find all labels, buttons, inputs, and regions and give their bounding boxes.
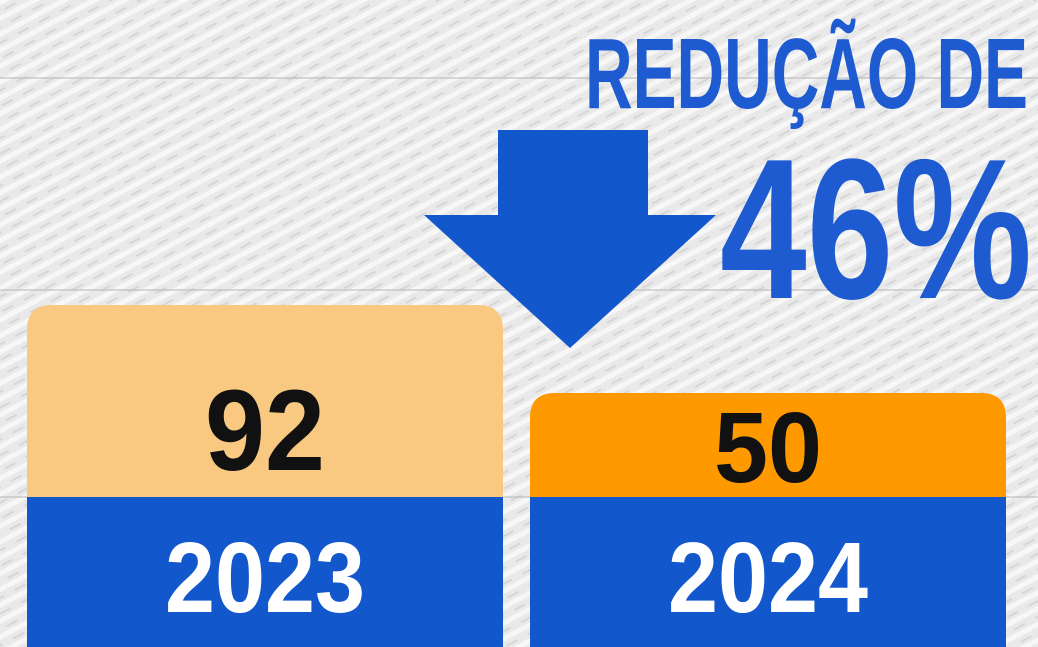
headline: REDUÇÃO DE xyxy=(585,18,1028,130)
down-arrow xyxy=(424,130,716,348)
percentage: 46% xyxy=(720,118,1032,341)
year: 2023 xyxy=(165,522,365,634)
year-band xyxy=(530,497,1006,647)
value: 92 xyxy=(205,367,325,495)
year-band xyxy=(27,497,503,647)
value: 50 xyxy=(714,392,822,504)
year: 2024 xyxy=(668,522,868,634)
